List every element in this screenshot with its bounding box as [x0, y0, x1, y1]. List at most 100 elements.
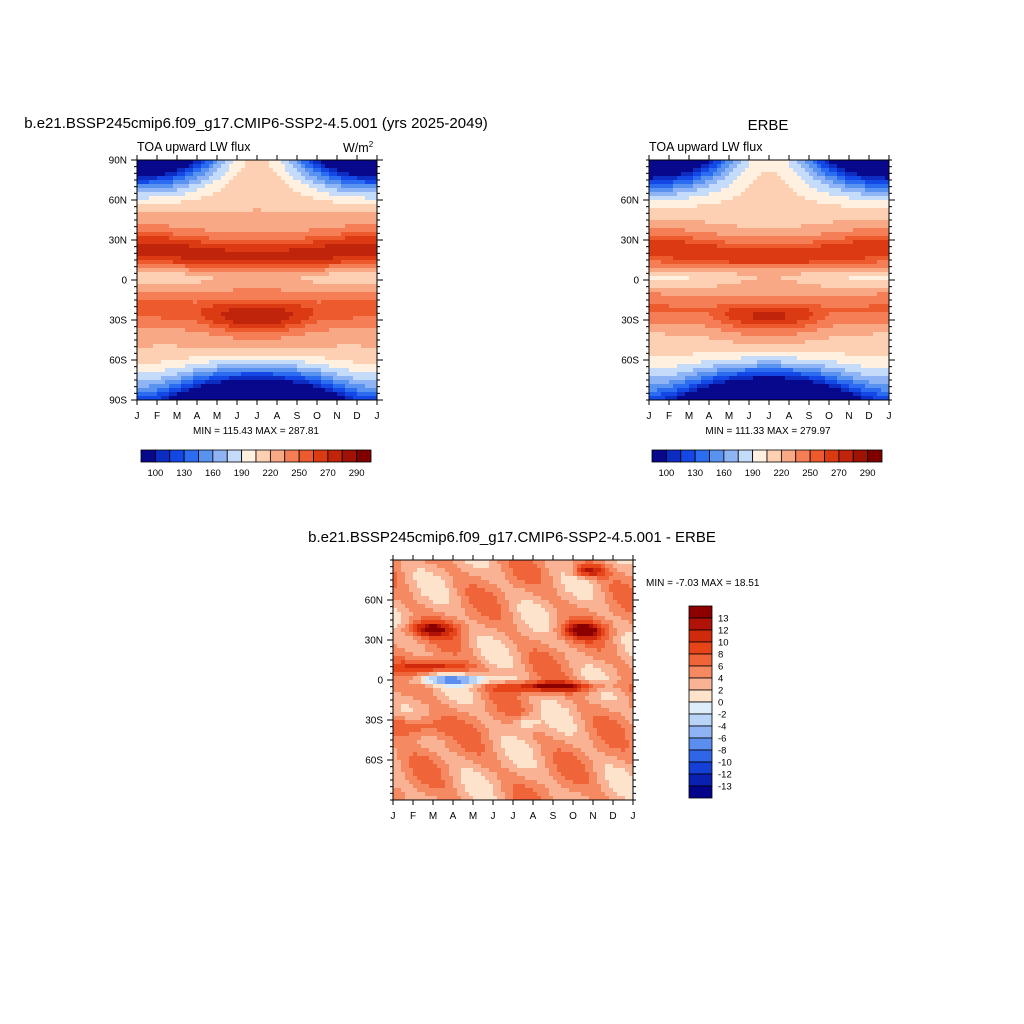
field-cell — [845, 236, 850, 241]
field-cell — [697, 236, 702, 241]
y-tick-label: 0 — [121, 276, 127, 287]
field-cell — [209, 240, 214, 245]
field-cell — [685, 236, 690, 241]
field-cell — [873, 236, 878, 241]
field-cell — [201, 176, 206, 181]
field-cell — [277, 252, 282, 257]
field-cell — [193, 360, 198, 365]
field-cell — [273, 288, 278, 293]
field-cell — [293, 352, 298, 357]
field-cell — [221, 244, 226, 249]
field-cell — [861, 176, 866, 181]
field-cell — [261, 236, 266, 241]
field-cell — [221, 364, 226, 369]
field-cell — [289, 288, 294, 293]
field-cell — [173, 392, 178, 397]
field-cell — [149, 228, 154, 233]
field-cell — [753, 172, 758, 177]
field-cell — [837, 164, 842, 169]
field-cell — [237, 356, 242, 361]
field-cell — [253, 208, 258, 213]
field-cell — [201, 316, 206, 321]
field-cell — [249, 244, 254, 249]
field-cell — [217, 324, 222, 329]
field-cell — [713, 164, 718, 169]
field-cell — [357, 368, 362, 373]
field-cell — [689, 176, 694, 181]
field-cell — [241, 268, 246, 273]
field-cell — [217, 336, 222, 341]
field-cell — [245, 192, 250, 197]
field-cell — [185, 204, 190, 209]
field-cell — [225, 176, 230, 181]
field-cell — [305, 264, 310, 269]
field-cell — [373, 200, 377, 205]
field-cell — [305, 292, 310, 297]
field-cell — [169, 204, 174, 209]
colorbar-swatch — [154, 449, 171, 463]
field-cell — [213, 312, 218, 317]
field-cell — [273, 164, 278, 169]
field-cell — [293, 208, 298, 213]
field-cell — [369, 360, 374, 365]
field-cell — [309, 304, 314, 309]
field-cell — [805, 192, 810, 197]
field-cell — [305, 284, 310, 289]
field-cell — [301, 300, 306, 305]
field-cell — [153, 324, 158, 329]
field-cell — [885, 236, 889, 241]
field-cell — [141, 244, 146, 249]
field-cell — [205, 172, 210, 177]
field-cell — [177, 216, 182, 221]
field-cell — [297, 192, 302, 197]
field-cell — [741, 188, 746, 193]
field-cell — [185, 200, 190, 205]
field-cell — [757, 236, 762, 241]
field-cell — [801, 164, 806, 169]
field-cell — [237, 172, 242, 177]
field-cell — [213, 288, 218, 293]
field-cell — [233, 396, 238, 400]
field-cell — [729, 192, 734, 197]
field-cell — [313, 256, 318, 261]
field-cell — [221, 384, 226, 389]
field-cell — [193, 208, 198, 213]
panel-model-units: W/m — [343, 141, 369, 155]
field-cell — [277, 228, 282, 233]
field-cell — [665, 208, 670, 213]
field-cell — [845, 216, 850, 221]
field-cell — [649, 224, 654, 229]
field-cell — [333, 208, 338, 213]
field-cell — [745, 208, 750, 213]
field-cell — [193, 180, 198, 185]
field-cell — [309, 272, 314, 277]
field-cell — [365, 172, 370, 177]
field-cell — [165, 324, 170, 329]
field-cell — [745, 196, 750, 201]
field-cell — [281, 316, 286, 321]
field-cell — [233, 276, 238, 281]
field-cell — [193, 200, 198, 205]
field-cell — [153, 244, 158, 249]
field-cell — [353, 212, 358, 217]
field-cell — [793, 200, 798, 205]
field-cell — [141, 216, 146, 221]
field-cell — [341, 356, 346, 361]
field-cell — [805, 168, 810, 173]
field-cell — [337, 256, 342, 261]
field-cell — [233, 256, 238, 261]
field-cell — [201, 308, 206, 313]
field-cell — [321, 292, 326, 297]
field-cell — [177, 356, 182, 361]
field-cell — [193, 216, 198, 221]
field-cell — [297, 264, 302, 269]
field-cell — [189, 292, 194, 297]
field-cell — [181, 176, 186, 181]
field-cell — [225, 168, 230, 173]
field-cell — [325, 176, 330, 181]
field-cell — [165, 348, 170, 353]
field-cell — [165, 192, 170, 197]
field-cell — [685, 212, 690, 217]
field-cell — [297, 396, 302, 400]
field-cell — [733, 216, 738, 221]
